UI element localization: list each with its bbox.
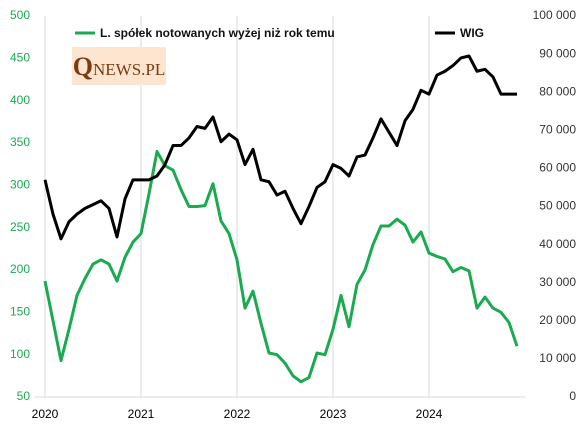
y2-tick-label: 0 xyxy=(569,389,576,403)
data-line xyxy=(43,54,517,241)
y2-tick-label: 70 000 xyxy=(539,122,576,136)
y-tick-label: 300 xyxy=(10,178,30,192)
y2-tick-label: 40 000 xyxy=(539,237,576,251)
y-tick-label: 250 xyxy=(10,220,30,234)
y2-tick-label: 80 000 xyxy=(539,84,576,98)
y2-tick-label: 60 000 xyxy=(539,161,576,175)
x-tick-label: 2020 xyxy=(32,407,59,421)
logo: QNEWS.PL xyxy=(72,47,166,85)
legend-label: WIG xyxy=(460,26,484,40)
y-tick-label: 400 xyxy=(10,93,30,107)
y2-tick-label: 10 000 xyxy=(539,351,576,365)
y2-tick-label: 50 000 xyxy=(539,199,576,213)
data-line xyxy=(43,149,519,384)
y-tick-label: 150 xyxy=(10,305,30,319)
y-tick-label: 50 xyxy=(17,389,31,403)
x-tick-label: 2022 xyxy=(224,407,251,421)
y-tick-label: 450 xyxy=(10,51,30,65)
y-tick-label: 100 xyxy=(10,347,30,361)
y-tick-label: 200 xyxy=(10,262,30,276)
y2-tick-label: 30 000 xyxy=(539,275,576,289)
y2-tick-label: 20 000 xyxy=(539,313,576,327)
y-tick-label: 350 xyxy=(10,135,30,149)
x-tick-label: 2021 xyxy=(128,407,155,421)
x-tick-label: 2024 xyxy=(416,407,443,421)
y2-tick-label: 100 000 xyxy=(533,8,577,22)
y-tick-label: 500 xyxy=(10,8,30,22)
x-tick-label: 2023 xyxy=(320,407,347,421)
legend-label: L. spółek notowanych wyżej niż rok temu xyxy=(100,26,335,40)
y2-tick-label: 90 000 xyxy=(539,46,576,60)
